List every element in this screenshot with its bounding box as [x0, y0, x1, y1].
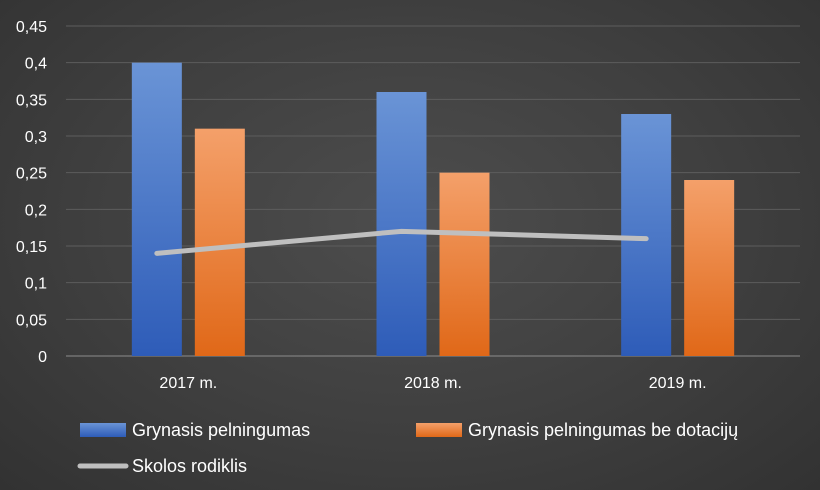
y-tick-label: 0,1 [25, 276, 47, 293]
line-skolos-rodiklis [154, 228, 649, 256]
legend-label: Grynasis pelningumas [132, 420, 310, 440]
legend: Grynasis pelningumas Grynasis pelningumas… [77, 420, 738, 476]
bar-grynasis-pelningumas-be-dotaciju [439, 172, 490, 356]
bar-grynasis-pelningumas [621, 114, 672, 356]
bar-grynasis-pelningumas-be-dotaciju [194, 128, 245, 356]
legend-swatch [80, 423, 126, 437]
bar-grynasis-pelningumas [376, 92, 427, 356]
y-tick-label: 0,15 [16, 239, 47, 256]
x-tick-label: 2017 m. [159, 375, 217, 392]
y-tick-label: 0,45 [16, 19, 47, 36]
legend-label: Skolos rodiklis [132, 456, 247, 476]
x-axis: 2017 m. 2018 m. 2019 m. [159, 375, 706, 392]
y-tick-label: 0,25 [16, 166, 47, 183]
bar-grynasis-pelningumas [131, 62, 182, 357]
y-axis: 0 0,05 0,1 0,15 0,2 0,25 0,3 0,35 0,4 0,45 [16, 19, 47, 366]
y-tick-label: 0 [38, 349, 47, 366]
x-tick-label: 2018 m. [404, 375, 462, 392]
gridlines [66, 25, 800, 357]
y-tick-label: 0,35 [16, 92, 47, 109]
bars [131, 62, 735, 357]
legend-item: Grynasis pelningumas [80, 420, 310, 440]
y-tick-label: 0,2 [25, 202, 47, 219]
legend-swatch [416, 423, 462, 437]
line-series [154, 228, 649, 256]
y-tick-label: 0,05 [16, 312, 47, 329]
y-tick-label: 0,3 [25, 129, 47, 146]
legend-item: Skolos rodiklis [77, 456, 247, 476]
bar-grynasis-pelningumas-be-dotaciju [684, 180, 735, 356]
legend-item: Grynasis pelningumas be dotacijų [416, 420, 738, 440]
legend-label: Grynasis pelningumas be dotacijų [468, 420, 738, 440]
y-tick-label: 0,4 [25, 56, 47, 73]
x-tick-label: 2019 m. [649, 375, 707, 392]
